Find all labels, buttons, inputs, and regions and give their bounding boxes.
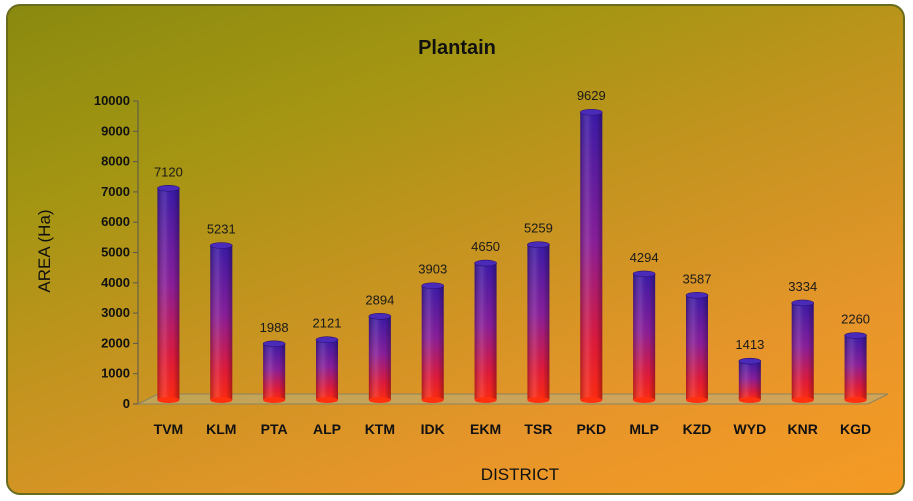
x-tick-label: KNR: [788, 421, 818, 437]
y-tick-label: 1000: [101, 366, 130, 381]
bar-top-cap: [632, 270, 656, 278]
bar-base-cap: [633, 397, 656, 403]
bar-top-cap: [368, 313, 392, 320]
x-tick-label: MLP: [629, 421, 659, 437]
data-label: 1988: [260, 320, 289, 335]
x-tick-label: IDK: [421, 421, 445, 437]
bar-shading: [316, 339, 338, 400]
bar-shading: [210, 245, 233, 400]
bar-top-cap: [685, 292, 709, 299]
bar-shading: [527, 244, 550, 400]
data-label: 1413: [735, 337, 764, 352]
x-tick-label: PTA: [261, 421, 288, 437]
y-axis-title: AREA (Ha): [35, 209, 54, 292]
y-tick-label: 9000: [101, 123, 130, 138]
bar-chart: Plantain AREA (Ha) DISTRICT 0 1000 2000 300…: [35, 37, 889, 484]
bar-base-cap: [421, 397, 444, 403]
bar-base-cap: [844, 397, 867, 403]
bar-base-cap: [527, 397, 550, 403]
bar-shading: [368, 316, 391, 400]
y-tick-label: 7000: [101, 184, 130, 199]
bar-shading: [474, 263, 497, 400]
data-label: 2121: [313, 316, 342, 331]
bar-base-cap: [263, 397, 286, 403]
bars-group: [157, 108, 867, 403]
data-label: 3587: [683, 271, 712, 286]
bar-base-cap: [157, 397, 180, 403]
y-tick-label: 8000: [101, 154, 130, 169]
data-label: 3334: [788, 279, 817, 294]
x-axis-title: DISTRICT: [481, 465, 559, 484]
data-label: 3903: [418, 262, 447, 277]
bar-top-cap: [527, 241, 550, 248]
data-label: 7120: [154, 164, 183, 179]
y-tick-label: 3000: [101, 305, 130, 320]
chart-title: Plantain: [418, 37, 496, 59]
x-tick-label: ALP: [313, 421, 341, 437]
bar-base-cap: [474, 397, 497, 403]
y-tick-label: 10000: [94, 93, 130, 108]
bar-top-cap: [262, 340, 286, 348]
data-label: 4650: [471, 239, 500, 254]
bar-shading: [738, 361, 761, 400]
bar-top-cap: [209, 242, 233, 249]
labels-group: 7120 TVM 5231 KLM 1988 PTA 2121 ALP 2894 KTM 3903 I…: [154, 88, 871, 437]
x-tick-label: PKD: [577, 421, 607, 437]
chart-frame: Plantain AREA (Ha) DISTRICT 0 1000 2000 300…: [6, 4, 905, 495]
bar-top-cap: [421, 282, 445, 290]
bar-base-cap: [686, 397, 708, 403]
bar-top-cap: [579, 108, 603, 116]
bar-base-cap: [580, 397, 603, 403]
x-tick-label: KZD: [683, 421, 712, 437]
bar-top-cap: [738, 357, 762, 365]
x-tick-label: KTM: [365, 421, 395, 437]
data-label: 5231: [207, 222, 236, 237]
bar-base-cap: [368, 397, 391, 403]
y-tick-label: 4000: [101, 275, 130, 290]
bar-shading: [580, 112, 603, 400]
bar-shading: [421, 285, 444, 400]
bar-base-cap: [738, 397, 761, 403]
x-tick-label: EKM: [470, 421, 501, 437]
data-label: 4294: [630, 250, 659, 265]
data-label: 2260: [841, 312, 870, 327]
bar-base-cap: [791, 397, 814, 403]
chart-floor: [137, 393, 889, 405]
data-label: 5259: [524, 221, 553, 236]
bar-shading: [263, 343, 286, 400]
bar-shading: [633, 273, 656, 400]
bar-top-cap: [844, 332, 867, 339]
bar-top-cap: [315, 336, 339, 344]
bar-shading: [157, 188, 180, 400]
bar-shading: [844, 335, 867, 400]
y-tick-label: 6000: [101, 214, 130, 229]
x-tick-label: KLM: [206, 421, 236, 437]
y-tick-label: 2000: [101, 335, 130, 350]
bar-top-cap: [474, 259, 497, 267]
x-tick-label: TVM: [154, 421, 184, 437]
bar-top-cap: [791, 299, 815, 307]
x-tick-label: WYD: [734, 421, 767, 437]
x-tick-label: KGD: [840, 421, 871, 437]
bar-base-cap: [316, 397, 338, 403]
y-tick-label: 5000: [101, 245, 130, 260]
bar-shading: [791, 302, 814, 400]
data-label: 2894: [365, 292, 394, 307]
x-tick-label: TSR: [524, 421, 552, 437]
bar-shading: [686, 295, 708, 400]
y-tick-label: 0: [123, 396, 130, 411]
data-label: 9629: [577, 88, 606, 103]
bar-top-cap: [157, 184, 180, 192]
bar-base-cap: [210, 397, 233, 403]
